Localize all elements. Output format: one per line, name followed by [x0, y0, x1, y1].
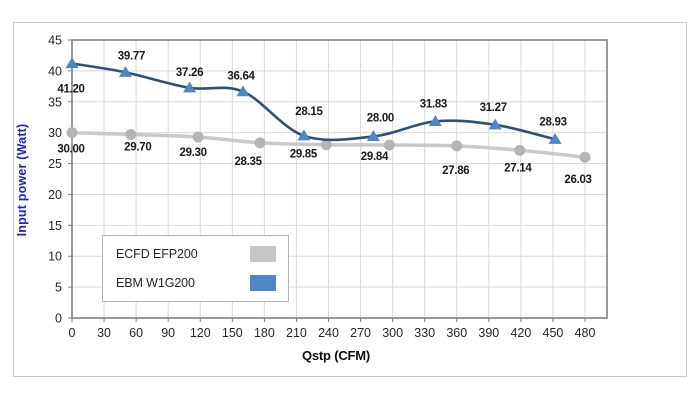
data-label: 36.64 — [227, 71, 255, 83]
data-point-triangle — [65, 57, 79, 69]
y-tick-label: 25 — [48, 157, 62, 171]
x-tick-label: 300 — [382, 326, 403, 340]
x-axis-title: Qstp (CFM) — [301, 348, 371, 363]
data-label: 39.77 — [118, 50, 145, 62]
x-tick-label: 180 — [254, 326, 275, 340]
data-point-triangle — [548, 133, 562, 144]
x-tick-label: 210 — [286, 326, 307, 340]
data-point-circle — [125, 129, 137, 141]
data-label: 26.03 — [564, 174, 591, 186]
y-tick-label: 15 — [48, 219, 62, 233]
data-point-triangle — [366, 130, 380, 141]
data-label: 27.14 — [504, 162, 532, 174]
data-point-triangle — [488, 118, 502, 130]
x-tick-label: 30 — [97, 326, 111, 340]
x-tick-label: 360 — [446, 326, 467, 340]
y-axis-title: Input power (Watt) — [15, 123, 29, 237]
data-label: 41.20 — [57, 83, 84, 95]
x-tick-label: 450 — [543, 326, 564, 340]
data-point-triangle — [428, 115, 442, 126]
data-point-circle — [451, 140, 463, 152]
x-tick-label: 0 — [69, 326, 76, 340]
y-tick-label: 5 — [55, 281, 62, 295]
x-tick-label: 330 — [414, 326, 435, 340]
data-label: 29.30 — [179, 147, 206, 159]
data-label: 31.83 — [420, 98, 447, 110]
data-label: 29.70 — [124, 142, 151, 154]
y-tick-label: 45 — [48, 34, 62, 48]
data-point-triangle — [297, 129, 311, 141]
legend-swatch-gray — [250, 246, 276, 263]
data-point-circle — [66, 127, 78, 139]
x-tick-label: 420 — [510, 326, 531, 340]
data-point-circle — [514, 144, 526, 156]
legend-item-ebm-w1g200: EBM W1G200 — [116, 274, 276, 291]
plot-border — [71, 39, 608, 319]
data-point-circle — [254, 137, 266, 149]
data-label: 28.15 — [295, 106, 323, 118]
legend-swatch-blue — [250, 274, 276, 291]
x-tick-label: 150 — [222, 326, 243, 340]
x-tick-label: 240 — [318, 326, 339, 340]
data-label: 30.00 — [57, 144, 84, 156]
legend-label-ecfd-efp200: ECFD EFP200 — [116, 247, 198, 262]
y-tick-label: 0 — [55, 312, 62, 326]
data-point-circle — [320, 139, 332, 151]
x-tick-label: 390 — [478, 326, 499, 340]
data-label: 29.85 — [290, 149, 318, 161]
data-label: 28.00 — [367, 112, 394, 124]
x-tick-label: 120 — [190, 326, 211, 340]
x-tick-label: 480 — [575, 326, 596, 340]
x-tick-label: 90 — [161, 326, 175, 340]
y-tick-label: 10 — [48, 250, 62, 264]
data-point-circle — [192, 131, 204, 143]
y-tick-label: 35 — [48, 95, 62, 109]
data-point-triangle — [236, 85, 250, 97]
y-tick-label: 20 — [48, 188, 62, 202]
x-tick-label: 270 — [350, 326, 371, 340]
data-label: 27.86 — [442, 165, 469, 177]
legend-label-ebm-w1g200: EBM W1G200 — [116, 275, 195, 290]
y-tick-label: 40 — [48, 64, 62, 78]
data-label: 37.26 — [176, 67, 203, 79]
data-point-circle — [579, 151, 591, 163]
data-point-triangle — [118, 66, 132, 77]
data-point-triangle — [183, 81, 197, 93]
x-tick-label: 60 — [129, 326, 143, 340]
legend-item-ecfd-efp200: ECFD EFP200 — [116, 246, 276, 263]
data-point-circle — [383, 139, 395, 151]
legend: ECFD EFP200 EBM W1G200 — [102, 235, 289, 302]
data-label: 31.27 — [480, 102, 507, 114]
data-label: 28.35 — [234, 156, 262, 168]
y-tick-label: 30 — [48, 126, 62, 140]
data-label: 28.93 — [539, 116, 566, 128]
data-label: 29.84 — [361, 151, 389, 163]
